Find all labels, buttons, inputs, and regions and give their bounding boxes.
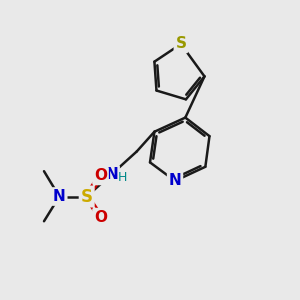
Text: O: O (94, 210, 107, 225)
Text: O: O (94, 168, 107, 183)
Text: H: H (118, 171, 128, 184)
Text: N: N (169, 173, 182, 188)
Text: S: S (81, 188, 93, 206)
Text: N: N (53, 189, 66, 204)
Text: S: S (176, 37, 186, 52)
Text: N: N (105, 167, 118, 182)
